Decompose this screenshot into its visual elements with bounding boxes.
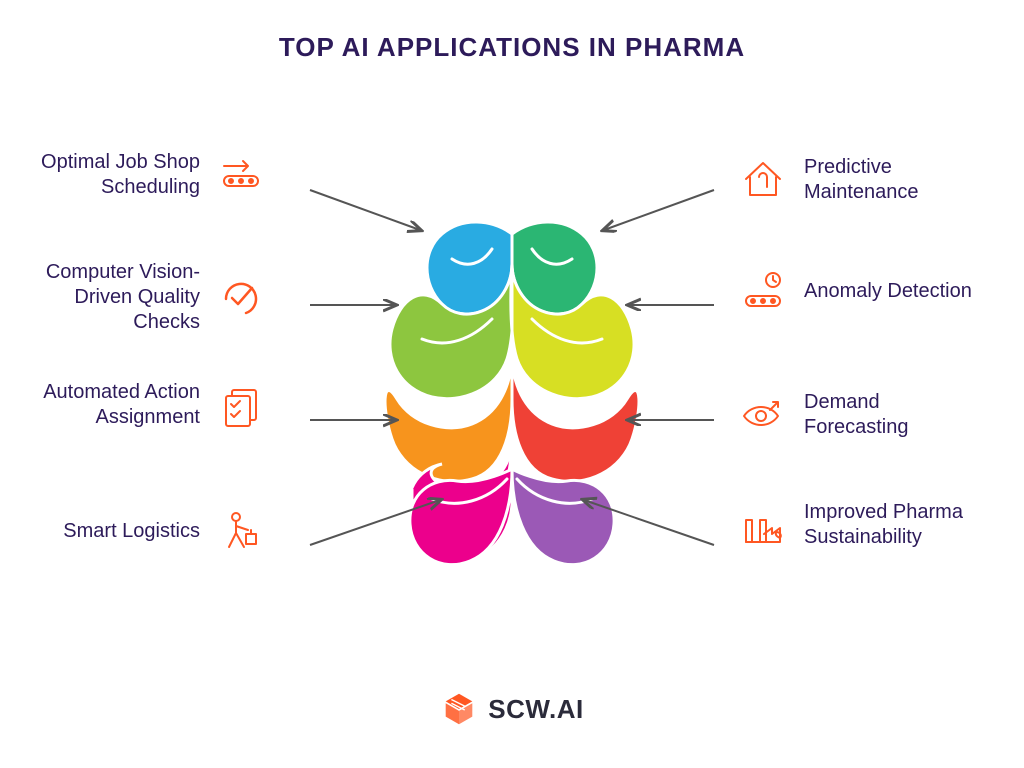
app-item-optimal-scheduling: Optimal Job Shop Scheduling bbox=[30, 150, 264, 200]
infographic-title: TOP AI APPLICATIONS IN PHARMA bbox=[0, 32, 1024, 63]
app-label: Anomaly Detection bbox=[804, 279, 974, 304]
app-label: Computer Vision-Driven Quality Checks bbox=[30, 260, 200, 335]
delivery-person-icon bbox=[218, 508, 264, 554]
app-label: Improved Pharma Sustainability bbox=[804, 500, 974, 550]
app-item-smart-logistics: Smart Logistics bbox=[30, 508, 264, 554]
app-label: Smart Logistics bbox=[30, 519, 200, 544]
app-item-predictive-maintenance: Predictive Maintenance bbox=[740, 155, 974, 205]
app-label: Demand Forecasting bbox=[804, 390, 974, 440]
app-label: Automated Action Assignment bbox=[30, 380, 200, 430]
check-badge-icon bbox=[218, 275, 264, 321]
app-item-anomaly-detection: Anomaly Detection bbox=[740, 268, 974, 314]
brand-logo-icon bbox=[440, 690, 478, 728]
app-label: Predictive Maintenance bbox=[804, 155, 974, 205]
app-item-demand-forecasting: Demand Forecasting bbox=[740, 390, 974, 440]
clock-conveyor-icon bbox=[740, 268, 786, 314]
footer: SCW.AI bbox=[0, 690, 1024, 728]
eye-trend-icon bbox=[740, 392, 786, 438]
app-item-cv-quality: Computer Vision-Driven Quality Checks bbox=[30, 260, 264, 335]
checklist-stack-icon bbox=[218, 382, 264, 428]
conveyor-arrow-icon bbox=[218, 152, 264, 198]
factory-leaf-icon bbox=[740, 502, 786, 548]
app-item-sustainability: Improved Pharma Sustainability bbox=[740, 500, 974, 550]
brand-text: SCW.AI bbox=[488, 694, 583, 725]
brain-lobe-bottom-right bbox=[512, 469, 614, 565]
house-wrench-icon bbox=[740, 157, 786, 203]
brain-graphic bbox=[352, 209, 672, 589]
app-label: Optimal Job Shop Scheduling bbox=[30, 150, 200, 200]
app-item-action-assignment: Automated Action Assignment bbox=[30, 380, 264, 430]
